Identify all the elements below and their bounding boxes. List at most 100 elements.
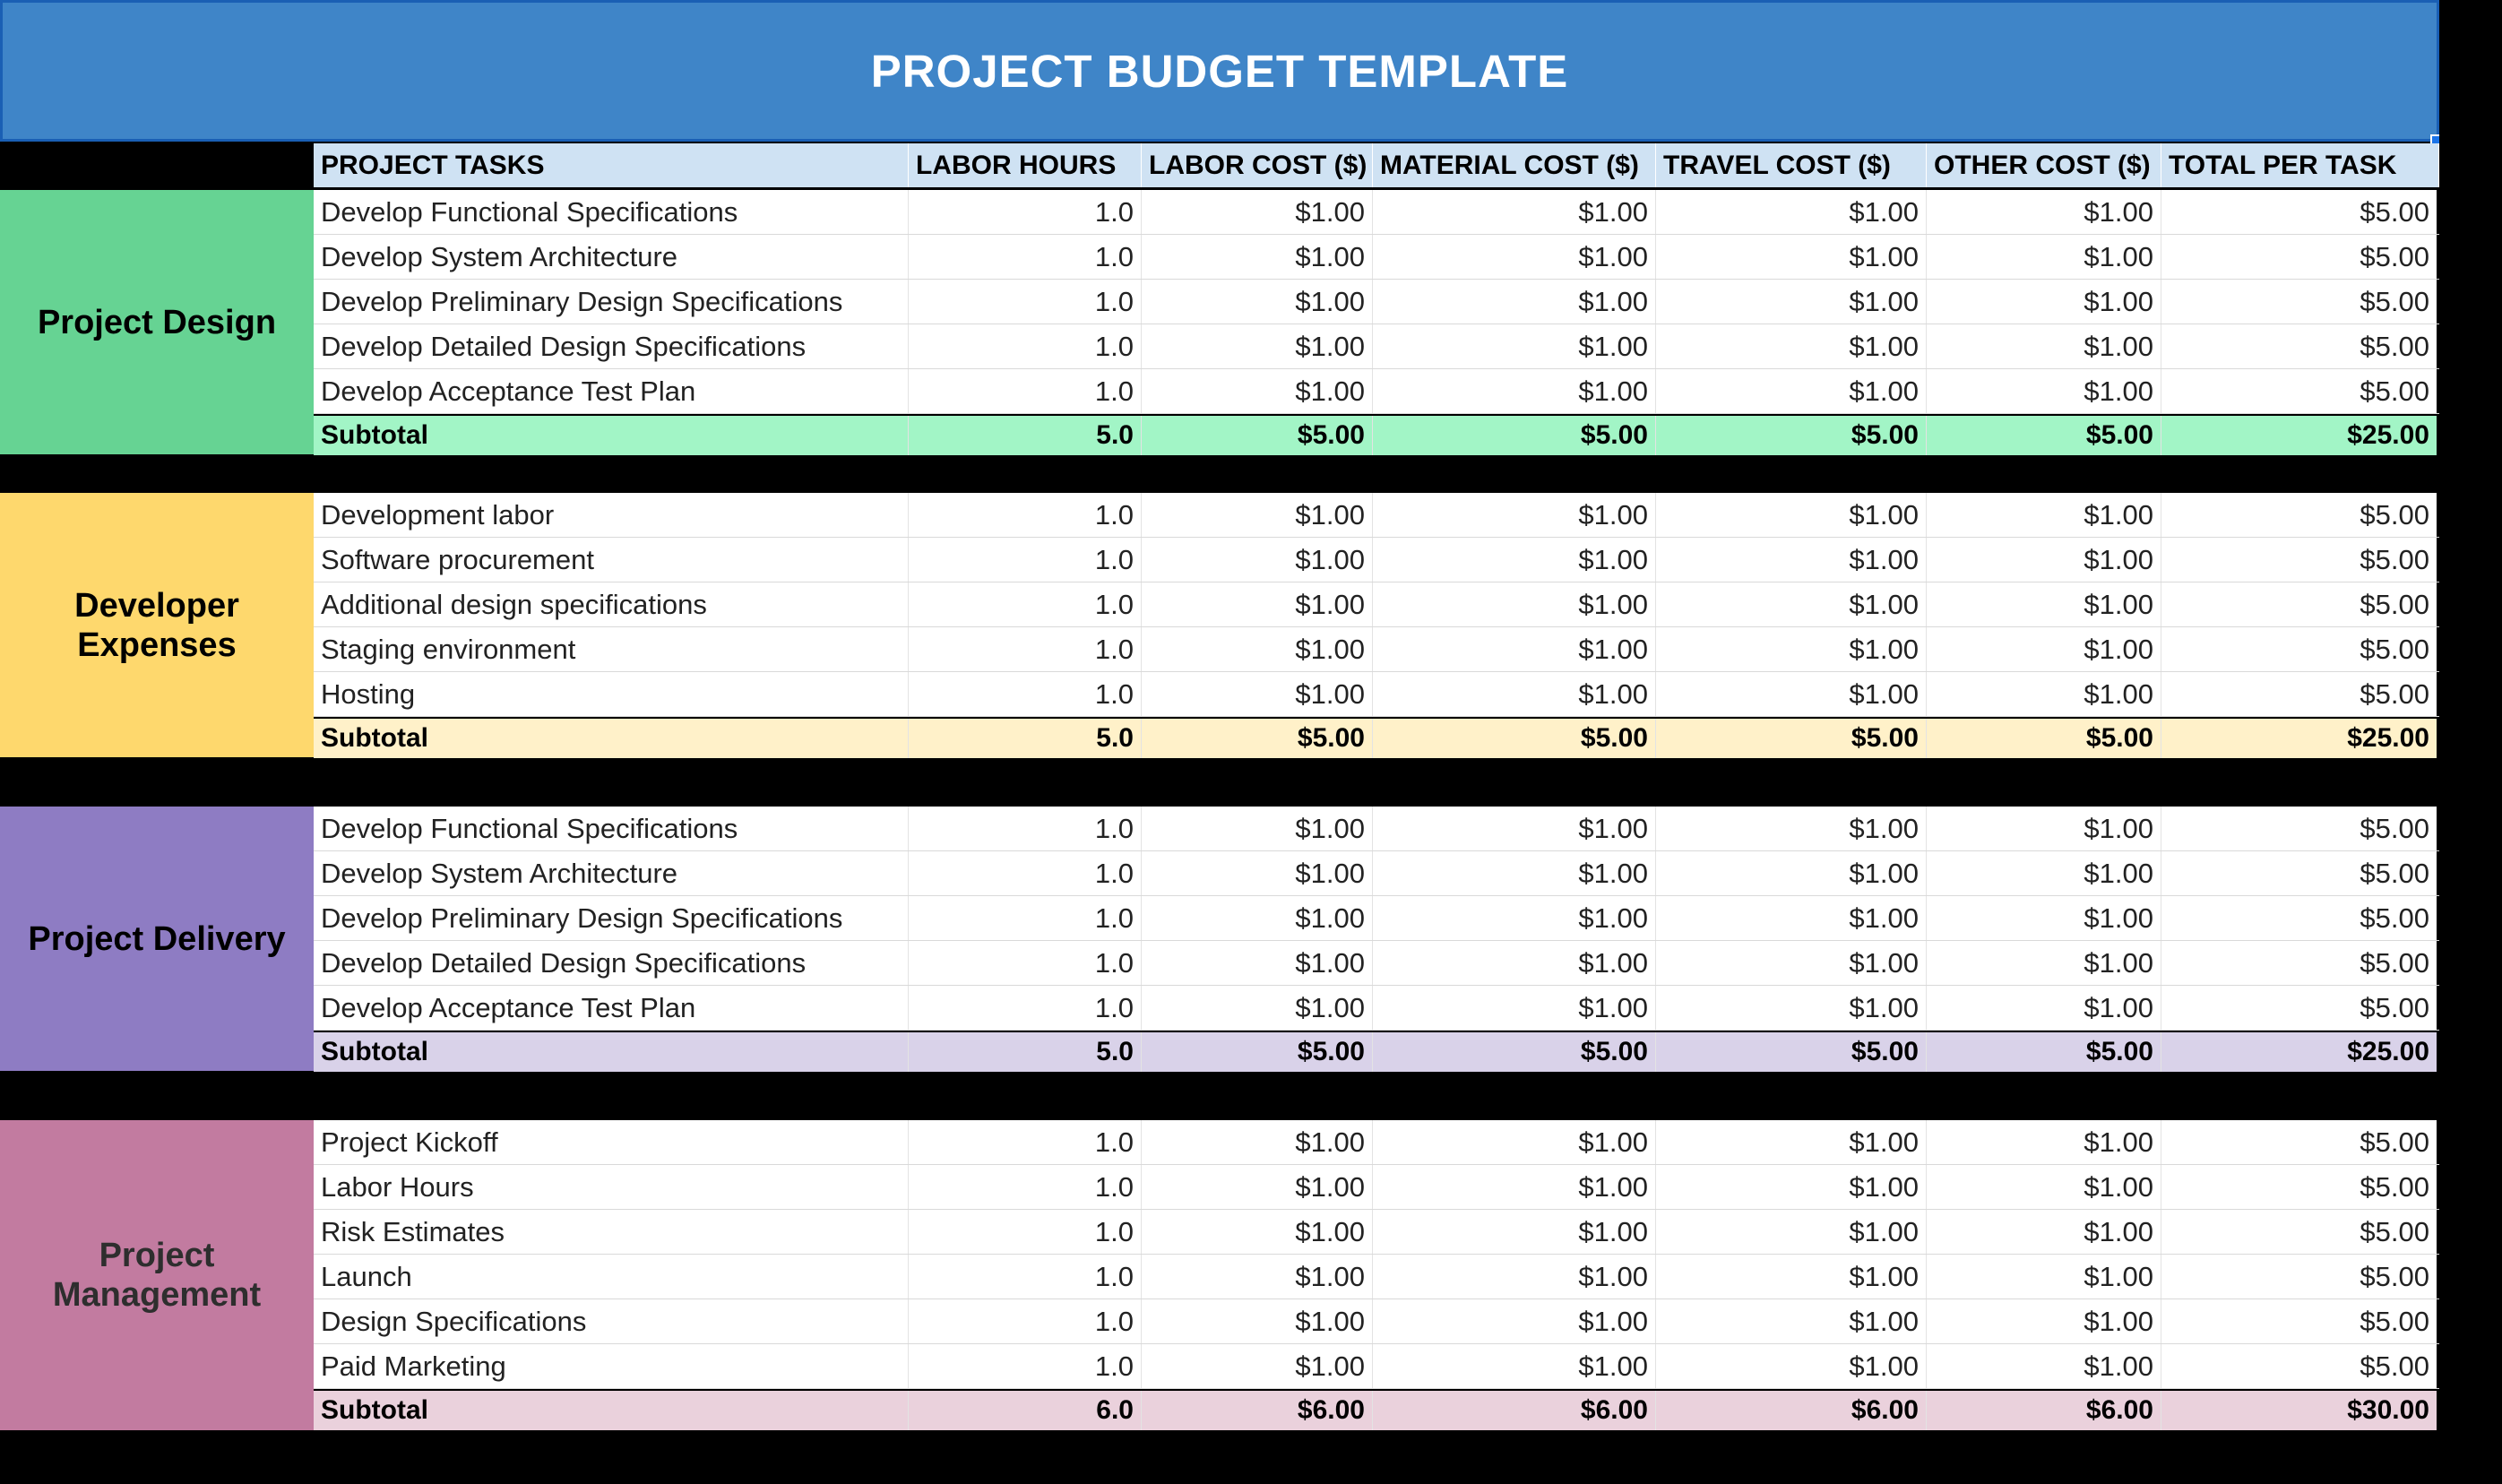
- cell-task[interactable]: Launch: [314, 1255, 909, 1298]
- cell-material-cost[interactable]: $1.00: [1373, 807, 1656, 850]
- cell-other-cost[interactable]: $1.00: [1927, 538, 2161, 582]
- cell-other-cost[interactable]: $1.00: [1927, 896, 2161, 940]
- category-label[interactable]: Developer Expenses: [0, 493, 314, 757]
- cell-other-cost[interactable]: $1.00: [1927, 324, 2161, 368]
- cell-travel-cost[interactable]: $1.00: [1656, 1165, 1927, 1209]
- cell-labor-cost[interactable]: $1.00: [1142, 1120, 1373, 1164]
- cell-other-cost[interactable]: $1.00: [1927, 627, 2161, 671]
- cell-labor-cost[interactable]: $1.00: [1142, 190, 1373, 234]
- cell-task[interactable]: Paid Marketing: [314, 1344, 909, 1388]
- cell-other-cost[interactable]: $1.00: [1927, 493, 2161, 537]
- cell-material-cost[interactable]: $1.00: [1373, 493, 1656, 537]
- cell-task[interactable]: Risk Estimates: [314, 1210, 909, 1254]
- cell-labor-cost[interactable]: $1.00: [1142, 672, 1373, 716]
- cell-travel-cost[interactable]: $1.00: [1656, 941, 1927, 985]
- cell-material-cost[interactable]: $1.00: [1373, 1165, 1656, 1209]
- cell-material-cost[interactable]: $1.00: [1373, 986, 1656, 1030]
- cell-travel-cost[interactable]: $1.00: [1656, 190, 1927, 234]
- cell-travel-cost[interactable]: $1.00: [1656, 627, 1927, 671]
- subtotal-total-per-task[interactable]: $25.00: [2161, 416, 2439, 455]
- cell-labor-hours[interactable]: 1.0: [909, 1165, 1142, 1209]
- subtotal-other-cost[interactable]: $5.00: [1927, 416, 2161, 455]
- cell-labor-hours[interactable]: 1.0: [909, 986, 1142, 1030]
- cell-total-per-task[interactable]: $5.00: [2161, 324, 2439, 368]
- cell-other-cost[interactable]: $1.00: [1927, 582, 2161, 626]
- header-labor-hours[interactable]: LABOR HOURS: [909, 143, 1142, 187]
- cell-material-cost[interactable]: $1.00: [1373, 280, 1656, 324]
- cell-labor-hours[interactable]: 1.0: [909, 280, 1142, 324]
- cell-material-cost[interactable]: $1.00: [1373, 851, 1656, 895]
- subtotal-labor-hours[interactable]: 5.0: [909, 416, 1142, 455]
- subtotal-total-per-task[interactable]: $30.00: [2161, 1391, 2439, 1430]
- cell-material-cost[interactable]: $1.00: [1373, 538, 1656, 582]
- cell-travel-cost[interactable]: $1.00: [1656, 369, 1927, 413]
- cell-other-cost[interactable]: $1.00: [1927, 1299, 2161, 1343]
- cell-total-per-task[interactable]: $5.00: [2161, 672, 2439, 716]
- subtotal-travel-cost[interactable]: $5.00: [1656, 1032, 1927, 1072]
- cell-travel-cost[interactable]: $1.00: [1656, 280, 1927, 324]
- cell-task[interactable]: Develop System Architecture: [314, 851, 909, 895]
- cell-other-cost[interactable]: $1.00: [1927, 1120, 2161, 1164]
- cell-travel-cost[interactable]: $1.00: [1656, 807, 1927, 850]
- cell-labor-cost[interactable]: $1.00: [1142, 627, 1373, 671]
- subtotal-task[interactable]: Subtotal: [314, 1391, 909, 1430]
- cell-material-cost[interactable]: $1.00: [1373, 582, 1656, 626]
- subtotal-labor-hours[interactable]: 5.0: [909, 1032, 1142, 1072]
- header-total-per-task[interactable]: TOTAL PER TASK: [2161, 143, 2439, 187]
- cell-task[interactable]: Develop Functional Specifications: [314, 807, 909, 850]
- subtotal-labor-hours[interactable]: 5.0: [909, 719, 1142, 758]
- cell-task[interactable]: Development labor: [314, 493, 909, 537]
- subtotal-task[interactable]: Subtotal: [314, 719, 909, 758]
- subtotal-labor-hours[interactable]: 6.0: [909, 1391, 1142, 1430]
- cell-labor-cost[interactable]: $1.00: [1142, 941, 1373, 985]
- cell-labor-hours[interactable]: 1.0: [909, 851, 1142, 895]
- cell-task[interactable]: Develop Detailed Design Specifications: [314, 324, 909, 368]
- cell-task[interactable]: Develop Acceptance Test Plan: [314, 369, 909, 413]
- cell-material-cost[interactable]: $1.00: [1373, 672, 1656, 716]
- cell-total-per-task[interactable]: $5.00: [2161, 1165, 2439, 1209]
- cell-labor-cost[interactable]: $1.00: [1142, 369, 1373, 413]
- cell-task[interactable]: Hosting: [314, 672, 909, 716]
- cell-other-cost[interactable]: $1.00: [1927, 941, 2161, 985]
- cell-total-per-task[interactable]: $5.00: [2161, 235, 2439, 279]
- cell-total-per-task[interactable]: $5.00: [2161, 280, 2439, 324]
- subtotal-total-per-task[interactable]: $25.00: [2161, 1032, 2439, 1072]
- cell-total-per-task[interactable]: $5.00: [2161, 493, 2439, 537]
- cell-total-per-task[interactable]: $5.00: [2161, 627, 2439, 671]
- cell-labor-cost[interactable]: $1.00: [1142, 1165, 1373, 1209]
- title-cell[interactable]: PROJECT BUDGET TEMPLATE: [0, 0, 2439, 142]
- cell-labor-hours[interactable]: 1.0: [909, 807, 1142, 850]
- cell-task[interactable]: Staging environment: [314, 627, 909, 671]
- cell-other-cost[interactable]: $1.00: [1927, 280, 2161, 324]
- cell-task[interactable]: Develop System Architecture: [314, 235, 909, 279]
- cell-labor-hours[interactable]: 1.0: [909, 1344, 1142, 1388]
- cell-labor-cost[interactable]: $1.00: [1142, 280, 1373, 324]
- cell-task[interactable]: Additional design specifications: [314, 582, 909, 626]
- cell-task[interactable]: Develop Functional Specifications: [314, 190, 909, 234]
- cell-labor-hours[interactable]: 1.0: [909, 538, 1142, 582]
- cell-material-cost[interactable]: $1.00: [1373, 190, 1656, 234]
- cell-labor-hours[interactable]: 1.0: [909, 1299, 1142, 1343]
- cell-labor-hours[interactable]: 1.0: [909, 941, 1142, 985]
- cell-task[interactable]: Labor Hours: [314, 1165, 909, 1209]
- cell-total-per-task[interactable]: $5.00: [2161, 941, 2439, 985]
- cell-total-per-task[interactable]: $5.00: [2161, 851, 2439, 895]
- cell-labor-hours[interactable]: 1.0: [909, 324, 1142, 368]
- cell-total-per-task[interactable]: $5.00: [2161, 1210, 2439, 1254]
- cell-travel-cost[interactable]: $1.00: [1656, 896, 1927, 940]
- cell-labor-hours[interactable]: 1.0: [909, 235, 1142, 279]
- subtotal-total-per-task[interactable]: $25.00: [2161, 719, 2439, 758]
- header-labor-cost[interactable]: LABOR COST ($): [1142, 143, 1373, 187]
- cell-other-cost[interactable]: $1.00: [1927, 672, 2161, 716]
- cell-labor-hours[interactable]: 1.0: [909, 493, 1142, 537]
- cell-task[interactable]: Develop Preliminary Design Specification…: [314, 896, 909, 940]
- cell-labor-hours[interactable]: 1.0: [909, 190, 1142, 234]
- cell-travel-cost[interactable]: $1.00: [1656, 324, 1927, 368]
- cell-labor-cost[interactable]: $1.00: [1142, 538, 1373, 582]
- subtotal-travel-cost[interactable]: $6.00: [1656, 1391, 1927, 1430]
- cell-travel-cost[interactable]: $1.00: [1656, 1210, 1927, 1254]
- cell-material-cost[interactable]: $1.00: [1373, 324, 1656, 368]
- cell-material-cost[interactable]: $1.00: [1373, 1255, 1656, 1298]
- cell-labor-hours[interactable]: 1.0: [909, 896, 1142, 940]
- cell-labor-cost[interactable]: $1.00: [1142, 896, 1373, 940]
